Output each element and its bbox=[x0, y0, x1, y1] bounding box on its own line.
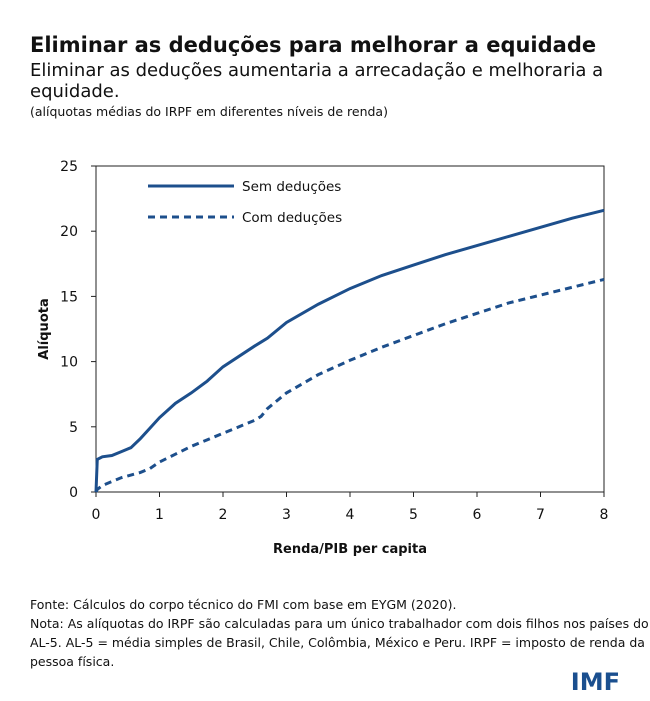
chart-title: Eliminar as deduções para melhorar a equ… bbox=[30, 33, 596, 57]
x-axis-label: Renda/PIB per capita bbox=[273, 542, 427, 557]
x-tick-label: 8 bbox=[600, 507, 609, 523]
note-top: (alíquotas médias do IRPF em diferentes … bbox=[30, 104, 388, 119]
footer: pessoa física. bbox=[30, 654, 114, 669]
logo: IMF bbox=[571, 668, 620, 696]
line-series bbox=[94, 277, 605, 493]
x-tick-label: 7 bbox=[536, 507, 545, 523]
legend-label: Sem deduções bbox=[242, 179, 341, 195]
x-tick-label: 0 bbox=[92, 507, 101, 523]
footer: AL-5. AL-5 = média simples de Brasil, Ch… bbox=[30, 635, 645, 650]
plot-frame bbox=[95, 165, 605, 493]
x-tick-label: 3 bbox=[282, 507, 291, 523]
footer: Nota: As alíquotas do IRPF são calculada… bbox=[30, 616, 649, 631]
x-tick-label: 2 bbox=[219, 507, 228, 523]
y-tick-label: 25 bbox=[60, 159, 78, 175]
subtitle: equidade. bbox=[30, 81, 120, 102]
line-series bbox=[94, 208, 605, 493]
y-tick-label: 5 bbox=[69, 420, 78, 436]
subtitle: Eliminar as deduções aumentaria a arreca… bbox=[30, 60, 603, 81]
y-tick-label: 10 bbox=[60, 355, 78, 371]
x-tick-label: 6 bbox=[473, 507, 482, 523]
x-tick-label: 5 bbox=[409, 507, 418, 523]
y-tick-label: 15 bbox=[60, 289, 78, 305]
x-tick-label: 4 bbox=[346, 507, 355, 523]
y-axis-label: Alíquota bbox=[37, 298, 52, 359]
y-tick-label: 20 bbox=[60, 224, 78, 240]
x-tick-label: 1 bbox=[155, 507, 164, 523]
y-tick-label: 0 bbox=[69, 485, 78, 501]
footer: Fonte: Cálculos do corpo técnico do FMI … bbox=[30, 597, 456, 612]
legend-label: Com deduções bbox=[242, 210, 342, 226]
